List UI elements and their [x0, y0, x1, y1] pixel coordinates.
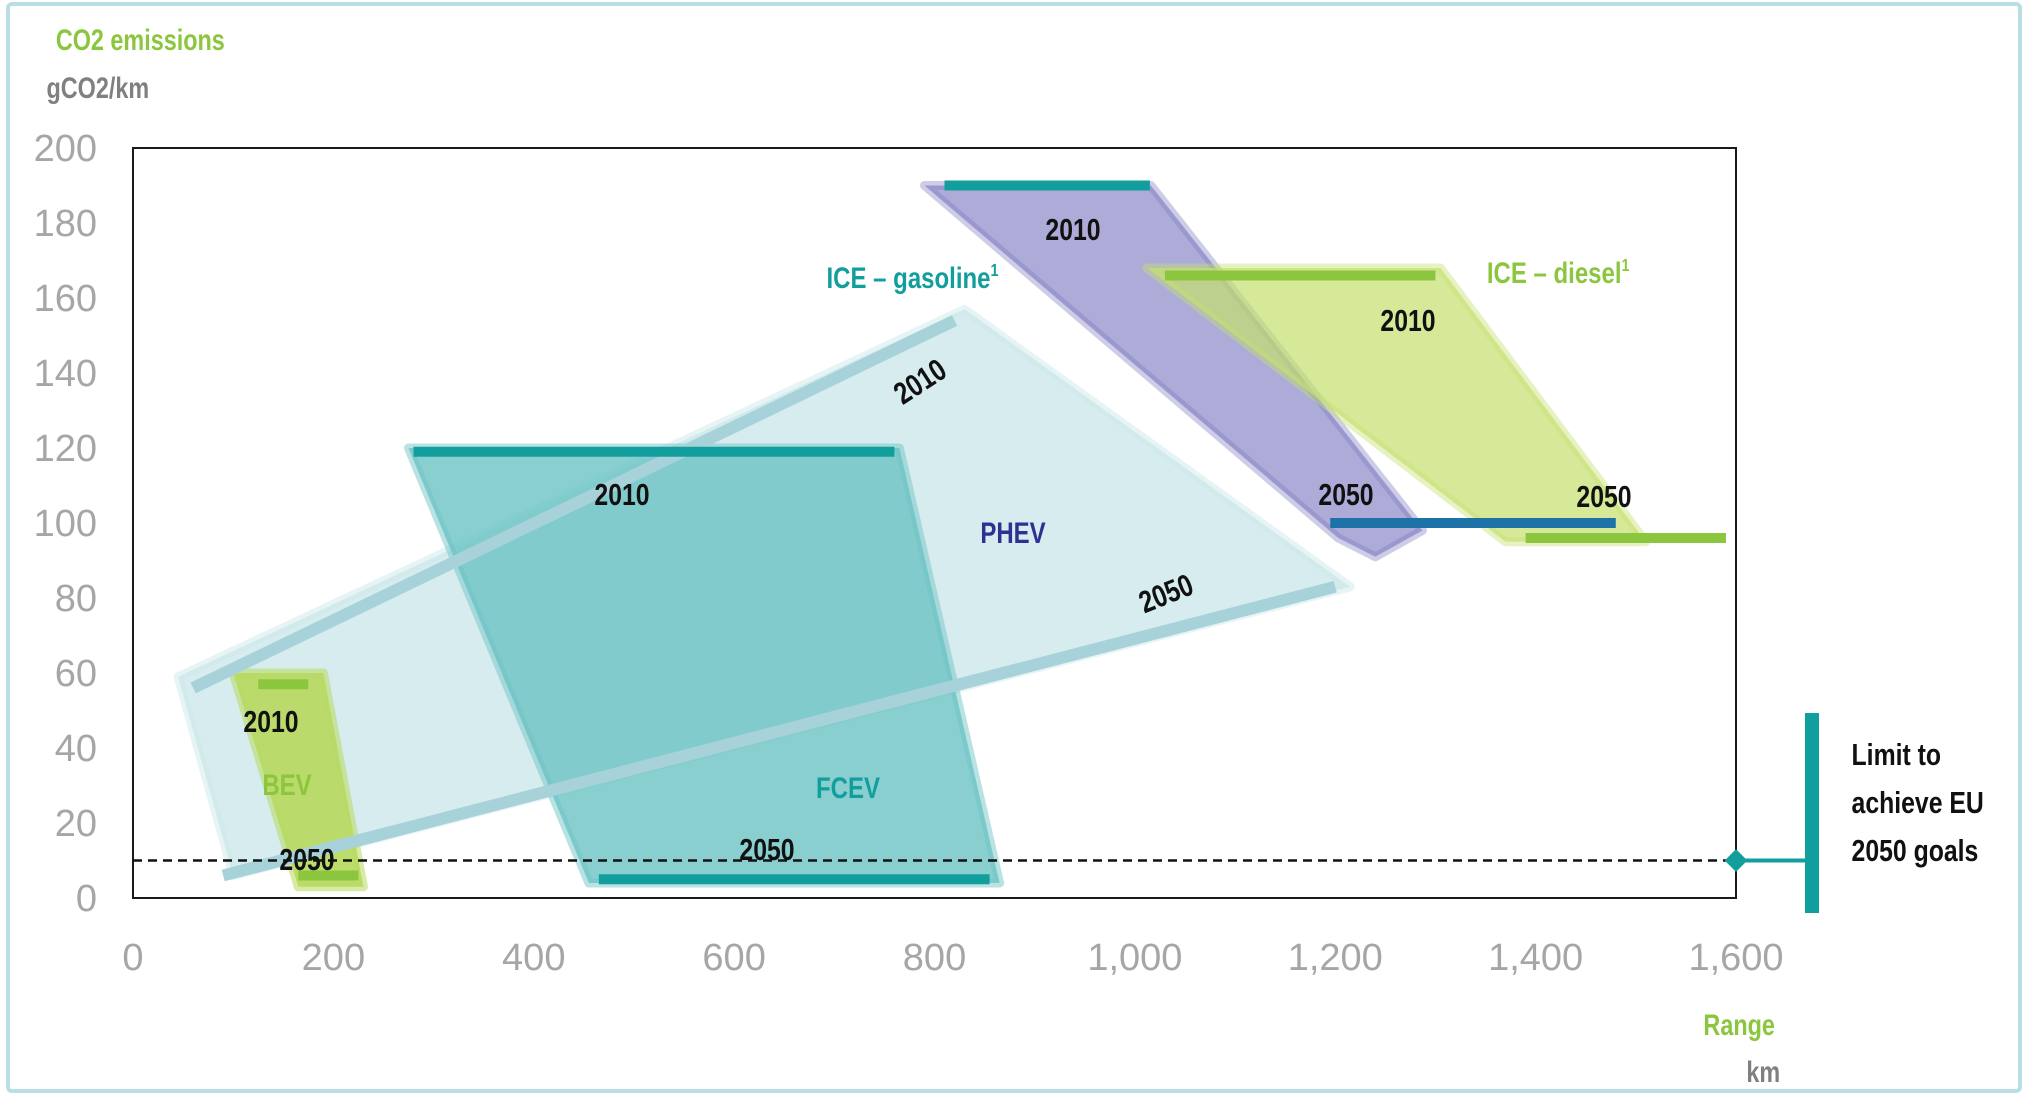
y-axis-label: CO2 emissions	[56, 23, 225, 56]
annotation-labels: 2010205020102050201020502010205020102050…	[243, 212, 1631, 876]
y-tick-label: 60	[55, 653, 97, 695]
bev-2050-label: 2050	[279, 842, 334, 876]
y-tick-label: 100	[34, 503, 97, 545]
ice-gasoline-2050-label: 2050	[1318, 477, 1373, 511]
ice-gasoline-2010-label: 2010	[1045, 212, 1100, 246]
y-axis-unit: gCO2/km	[46, 71, 149, 104]
x-tick-label: 800	[903, 937, 966, 979]
plot-area	[132, 147, 1737, 899]
bev-2010-label: 2010	[243, 704, 298, 738]
y-tick-label: 80	[55, 578, 97, 620]
y-tick-label: 160	[34, 278, 97, 320]
eu-limit-marker	[1724, 849, 1748, 872]
eu-limit-callout-bar	[1805, 713, 1819, 913]
eu-limit-reference	[133, 713, 1819, 913]
phev-2050-segment	[221, 580, 1337, 882]
y-tick-label: 40	[55, 728, 97, 770]
x-tick-label: 1,200	[1288, 937, 1383, 979]
ice-diesel-name-label: ICE – diesel1	[1487, 255, 1630, 289]
bev-name-label: BEV	[262, 767, 311, 801]
fcev-2050-label: 2050	[739, 832, 794, 866]
x-axis-unit: km	[1746, 1055, 1780, 1088]
ice-gasoline-name-label: ICE – gasoline1	[827, 260, 999, 294]
phev-2010-segment	[190, 315, 958, 694]
y-tick-label: 120	[34, 428, 97, 470]
y-axis-ticks: 0 20 40 60 80 100 120 140 160 180 200	[34, 128, 97, 920]
fcev-name-label: FCEV	[816, 770, 880, 804]
y-tick-label: 200	[34, 128, 97, 170]
fcev-2010-label: 2010	[594, 477, 649, 511]
bev-area	[228, 668, 368, 892]
y-tick-label: 20	[55, 803, 97, 845]
x-axis-ticks: 0 200 400 600 800 1,000 1,200 1,400 1,600	[122, 937, 1783, 979]
x-tick-label: 1,000	[1087, 937, 1182, 979]
eu-limit-label: Limit to achieve EU 2050 goals	[1852, 737, 1984, 867]
y-tick-label: 140	[34, 353, 97, 395]
x-tick-label: 600	[702, 937, 765, 979]
x-tick-label: 1,600	[1688, 937, 1783, 979]
x-axis-label: Range	[1703, 1008, 1775, 1041]
year-segments	[190, 180, 1732, 885]
x-tick-label: 1,400	[1488, 937, 1583, 979]
x-tick-label: 400	[502, 937, 565, 979]
ice-diesel-2050-label: 2050	[1576, 479, 1631, 513]
y-tick-label: 0	[76, 878, 97, 920]
fcev-area	[404, 443, 1005, 888]
x-tick-label: 200	[302, 937, 365, 979]
x-tick-label: 0	[122, 937, 143, 979]
ice-diesel-2010-label: 2010	[1380, 303, 1435, 337]
y-tick-label: 180	[34, 203, 97, 245]
phev-name-label: PHEV	[980, 515, 1045, 549]
outer-frame	[6, 2, 2022, 1093]
